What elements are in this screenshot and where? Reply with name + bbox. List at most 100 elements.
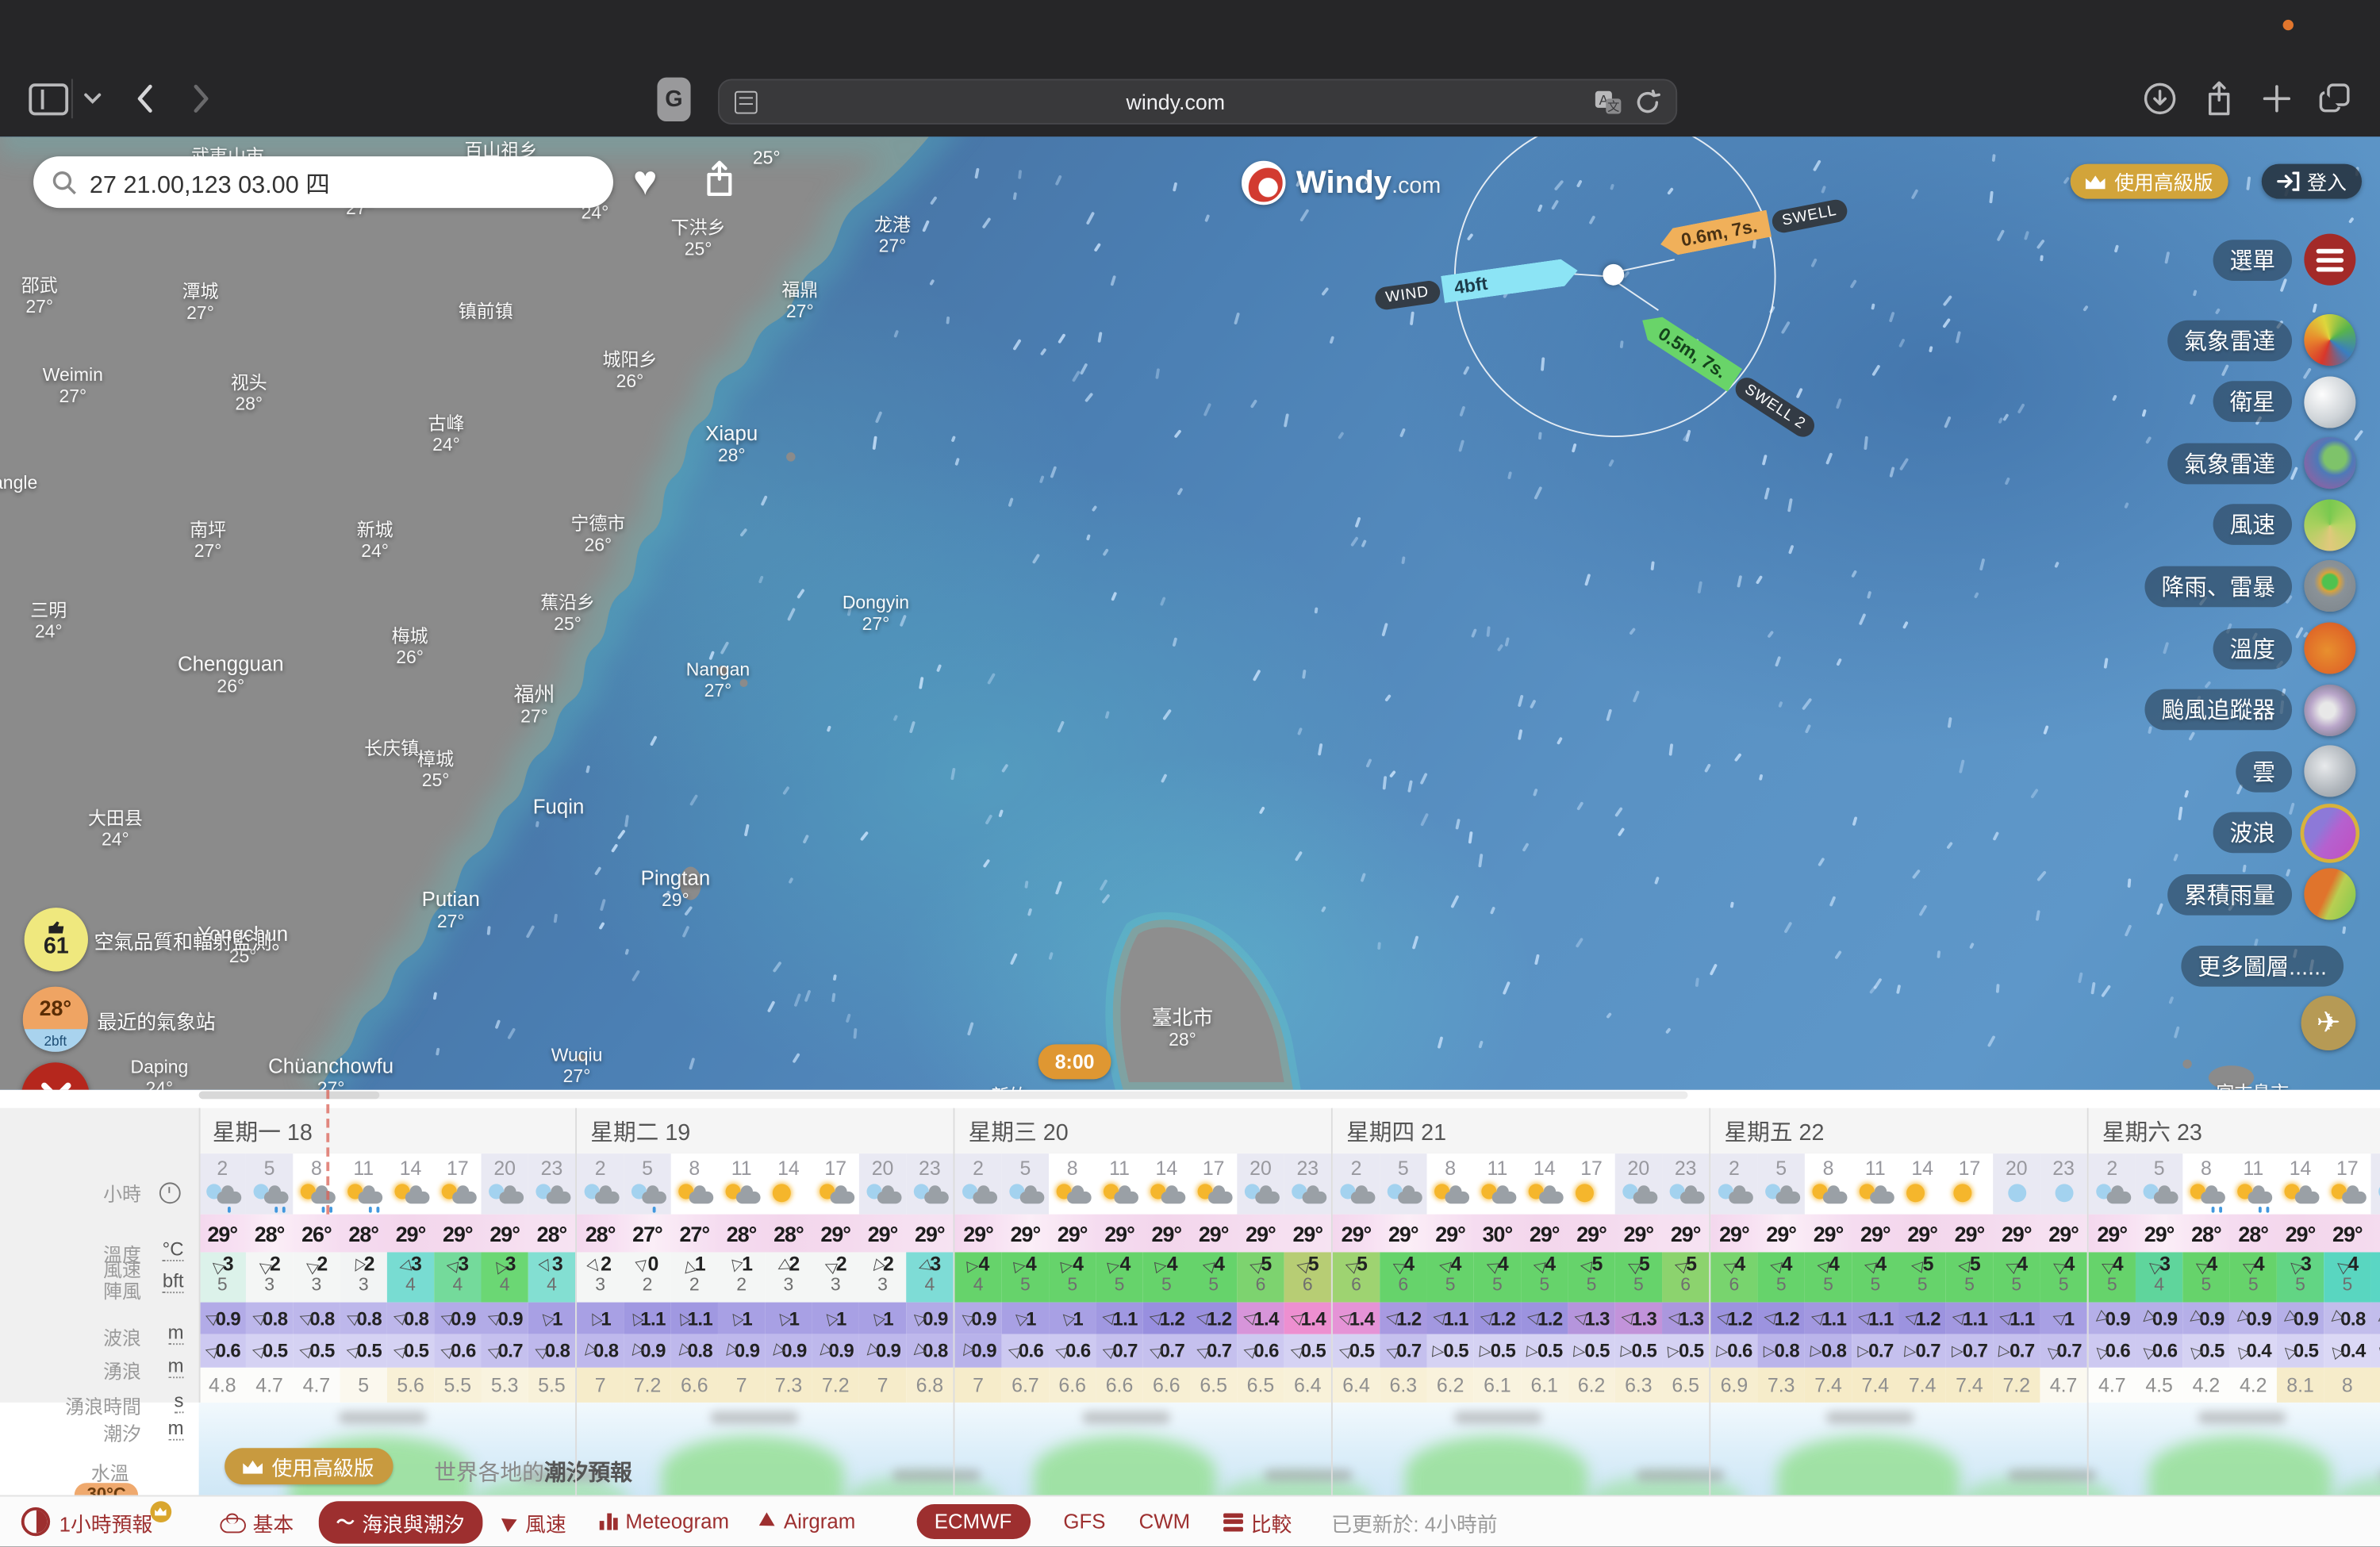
forecast-cell[interactable]: 27° — [632, 1221, 663, 1246]
forecast-cell[interactable]: ◁3 4 — [906, 1252, 954, 1303]
forecast-cell[interactable]: 5 — [1380, 1154, 1427, 1215]
forecast-cell[interactable]: ◁ 1 — [1001, 1302, 1050, 1334]
forecast-cell[interactable]: 17 — [1946, 1154, 1993, 1215]
forecast-cell[interactable]: 7.2 — [624, 1367, 671, 1403]
forecast-cell[interactable]: 29° — [207, 1221, 238, 1246]
forecast-cell[interactable]: ◁ 1.2 — [1521, 1302, 1568, 1334]
forecast-cell[interactable]: ◁0.4 — [2370, 1334, 2380, 1368]
forecast-cell[interactable]: ◁ 0.9 — [198, 1302, 246, 1334]
forecast-cell[interactable]: ◁ 0.9 — [954, 1302, 1002, 1334]
forecast-cell[interactable]: 14 — [2277, 1154, 2324, 1215]
forecast-cell[interactable]: ◁ 0.9 — [2276, 1302, 2324, 1334]
forecast-cell[interactable]: ◁ 1.1 — [1096, 1302, 1143, 1334]
forecast-cell[interactable]: ◁2 3 — [293, 1252, 340, 1303]
forecast-cell[interactable]: ◁ 0.6 — [1049, 1334, 1096, 1368]
forecast-cell[interactable]: 20 — [1993, 1154, 2040, 1215]
forecast-cell[interactable]: ◁ 0.7 — [1898, 1334, 1946, 1368]
forecast-cell[interactable]: 29° — [867, 1221, 899, 1246]
forecast-cell[interactable]: 29° — [915, 1221, 946, 1246]
forecast-cell[interactable]: ◁3 4 — [481, 1252, 528, 1303]
forecast-cell[interactable]: 23 — [2040, 1154, 2087, 1215]
forecast-cell[interactable]: 29° — [1719, 1221, 1750, 1246]
forecast-cell[interactable]: 20 — [481, 1154, 528, 1215]
forecast-cell[interactable]: 11 — [1096, 1154, 1142, 1215]
forecast-cell[interactable]: 6.1 — [1521, 1367, 1568, 1403]
forecast-cell[interactable]: 14 — [765, 1154, 812, 1215]
forecast-cell[interactable]: ◁ 1 — [528, 1302, 576, 1334]
forecast-cell[interactable]: 6.2 — [1568, 1367, 1615, 1403]
forecast-cell[interactable]: ◁ 0.5 — [1332, 1334, 1380, 1368]
weather-map[interactable]: 武夷山市百山祖乡松溪27°寿宁24°下洪乡25°龙港27°邵武27°潭城27°福… — [0, 136, 2380, 1090]
forecast-cell[interactable]: 4.2 — [2229, 1367, 2277, 1403]
forecast-cell[interactable]: 5.5 — [434, 1367, 482, 1403]
forecast-cell[interactable]: ◁3 4 — [2135, 1252, 2183, 1303]
forecast-cell[interactable]: ◁0.8 — [577, 1334, 624, 1368]
forecast-cell[interactable]: 6.7 — [1001, 1367, 1050, 1403]
forecast-cell[interactable]: ◁ 0.7 — [1945, 1334, 1994, 1368]
forecast-cell[interactable]: ◁1 2 — [670, 1252, 718, 1303]
layer-item-clouds[interactable]: 雲 — [2236, 745, 2356, 797]
forecast-cell[interactable]: 2 — [2088, 1154, 2136, 1215]
forecast-cell[interactable]: ◁ 0.5 — [1521, 1334, 1568, 1368]
forecast-cell[interactable]: ◁ 0.7 — [481, 1334, 528, 1368]
forecast-cell[interactable]: 29° — [1198, 1221, 1230, 1246]
forecast-cell[interactable]: ◁0.8 — [1804, 1334, 1852, 1368]
forecast-cell[interactable]: ◁ 1.1 — [1945, 1302, 1994, 1334]
forecast-cell[interactable]: 29° — [2001, 1221, 2033, 1246]
forecast-cell[interactable]: ◁ 1.2 — [1142, 1302, 1191, 1334]
forecast-cell[interactable]: ◁ 0.7 — [1380, 1334, 1427, 1368]
forecast-cell[interactable]: ◁3 4 — [434, 1252, 482, 1303]
layer-item-rainacc[interactable]: 累積雨量 — [2167, 869, 2356, 921]
forecast-cell[interactable]: ◁2 3 — [245, 1252, 294, 1303]
tab-airgram[interactable]: Airgram — [759, 1511, 855, 1533]
forecast-cell[interactable]: ◁0 2 — [624, 1252, 671, 1303]
forecast-cell[interactable]: ◁1 2 — [717, 1252, 766, 1303]
forecast-cell[interactable]: ◁ 1.1 — [1804, 1302, 1852, 1334]
forecast-cell[interactable]: ◁3 5 — [2276, 1252, 2324, 1303]
forecast-cell[interactable]: ◁ 1.2 — [1190, 1302, 1238, 1334]
forecast-cell[interactable]: ◁ 1 — [1049, 1302, 1096, 1334]
forecast-cell[interactable]: 11 — [2230, 1154, 2277, 1215]
tide-premium-button[interactable]: 使用高級版 — [225, 1448, 393, 1485]
sidebar-toggle-button[interactable] — [23, 73, 75, 125]
forecast-cell[interactable]: 7.4 — [1945, 1367, 1994, 1403]
forecast-cell[interactable]: ◁ 0.5 — [1568, 1334, 1615, 1368]
forecast-cell[interactable]: 5.3 — [481, 1367, 528, 1403]
forward-button[interactable] — [176, 73, 228, 125]
forecast-cell[interactable]: 5 — [1757, 1154, 1805, 1215]
forecast-cell[interactable]: ◁ 0.7 — [1142, 1334, 1191, 1368]
forecast-cell[interactable]: 17 — [1568, 1154, 1614, 1215]
tab-waves-tides[interactable]: 〜海浪與潮汐 — [317, 1500, 483, 1543]
forecast-cell[interactable]: 5 — [624, 1154, 671, 1215]
forecast-cell[interactable]: 28° — [726, 1221, 758, 1246]
forecast-cell[interactable]: 7.3 — [765, 1367, 812, 1403]
forecast-cell[interactable]: 6.3 — [1614, 1367, 1663, 1403]
forecast-cell[interactable]: ◁ 1 — [577, 1302, 624, 1334]
forecast-cell[interactable]: 29° — [820, 1221, 851, 1246]
forecast-cell[interactable]: 4.7 — [293, 1367, 340, 1403]
forecast-cell[interactable]: 29° — [1388, 1221, 1419, 1246]
forecast-cell[interactable]: ◁ 0.5 — [2276, 1334, 2324, 1368]
forecast-cell[interactable]: ◁ 1.3 — [1614, 1302, 1663, 1334]
hour-forecast-toggle[interactable]: 1小時預報 — [21, 1500, 174, 1537]
forecast-cell[interactable]: ◁5 5 — [1614, 1252, 1663, 1303]
flights-button[interactable]: ✈ — [2301, 996, 2356, 1050]
forecast-cell[interactable]: ◁ 0.6 — [1001, 1334, 1050, 1368]
day-header[interactable]: 星期一 18 — [198, 1107, 576, 1154]
forecast-cell[interactable]: ◁ 0.5 — [245, 1334, 294, 1368]
model-ecmwf[interactable]: ECMWF — [916, 1504, 1031, 1540]
forecast-cell[interactable]: 4.8 — [198, 1367, 246, 1403]
forecast-cell[interactable]: 17 — [1190, 1154, 1237, 1215]
forecast-cell[interactable]: 29° — [2144, 1221, 2175, 1246]
forecast-cell[interactable]: 4.2 — [2182, 1367, 2230, 1403]
forecast-cell[interactable]: ◁ 1.1 — [1426, 1302, 1474, 1334]
forecast-cell[interactable]: ◁ 0.9 — [624, 1334, 671, 1368]
forecast-cell[interactable]: 7.2 — [812, 1367, 859, 1403]
forecast-cell[interactable]: ◁ 0.6 — [434, 1334, 482, 1368]
forecast-cell[interactable]: 11 — [718, 1154, 765, 1215]
